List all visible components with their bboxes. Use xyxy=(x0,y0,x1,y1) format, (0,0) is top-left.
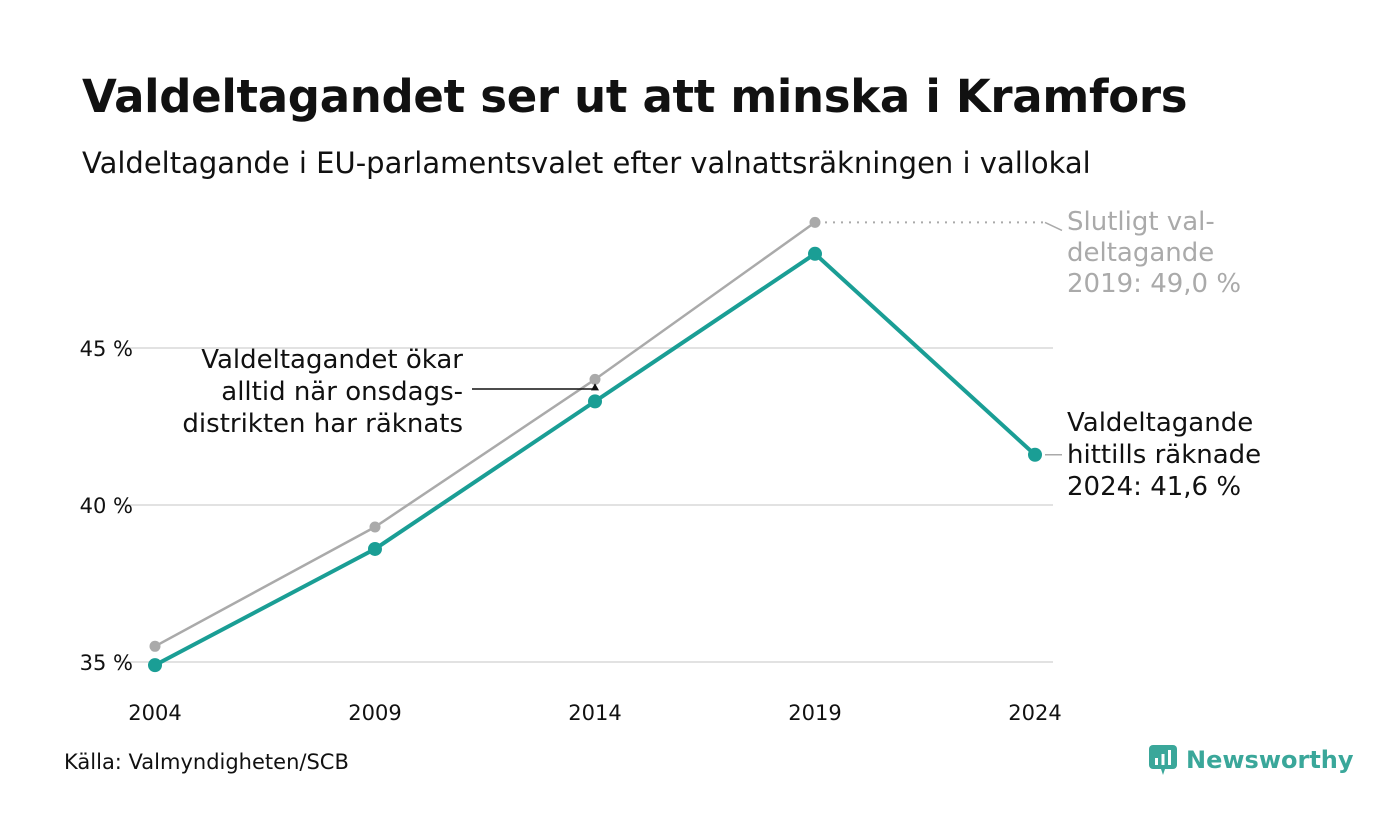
y-tick-label: 40 % xyxy=(80,494,133,518)
data-point-final xyxy=(809,216,821,228)
annotation-note: alltid när onsdags- xyxy=(221,377,463,407)
data-point-election_night xyxy=(808,246,822,261)
annotation-final: Slutligt val- xyxy=(1067,207,1215,237)
x-tick-label: 2019 xyxy=(788,701,841,725)
data-point-final xyxy=(589,373,601,385)
x-tick-label: 2014 xyxy=(568,701,621,725)
x-axis: 2004 2009 2014 2019 2024 xyxy=(128,701,1061,725)
chart-subtitle: Valdeltagande i EU-parlamentsvalet efter… xyxy=(82,146,1091,180)
annotation-current: 2024: 41,6 % xyxy=(1067,472,1241,502)
data-point-election_night xyxy=(1028,447,1042,462)
data-point-election_night xyxy=(588,394,602,409)
data-point-final xyxy=(369,521,381,533)
series-lines xyxy=(154,221,1037,667)
x-tick-label: 2024 xyxy=(1008,701,1061,725)
y-axis: 35 % 40 % 45 % xyxy=(80,337,133,675)
gridlines xyxy=(118,347,1053,663)
source-note: Källa: Valmyndigheten/SCB xyxy=(64,750,349,774)
annotation-connector-final xyxy=(1044,221,1063,232)
x-tick-label: 2009 xyxy=(348,701,401,725)
annotation-note: distrikten har räknats xyxy=(182,409,463,439)
annotation-final: 2019: 49,0 % xyxy=(1067,269,1241,299)
y-tick-label: 45 % xyxy=(80,337,133,361)
annotation-final: deltagande xyxy=(1067,238,1214,268)
series-line-election_night xyxy=(154,251,1037,667)
brand-logo: Newsworthy xyxy=(1148,744,1354,776)
chart-title: Valdeltagandet ser ut att minska i Kramf… xyxy=(82,70,1188,123)
data-point-final xyxy=(149,640,161,652)
chart-icon xyxy=(1149,745,1177,775)
x-tick-label: 2004 xyxy=(128,701,181,725)
y-tick-label: 35 % xyxy=(80,651,133,675)
annotation-current: hittills räknade xyxy=(1067,440,1261,470)
data-point-election_night xyxy=(368,541,382,556)
brand-name: Newsworthy xyxy=(1186,746,1354,774)
data-point-election_night xyxy=(148,658,162,673)
annotation-current: Valdeltagande xyxy=(1067,408,1253,438)
series-points xyxy=(148,216,1042,673)
series-line-final xyxy=(154,221,816,648)
annotation-note: Valdeltagandet ökar xyxy=(201,345,463,375)
annotation-arrowhead xyxy=(591,383,599,391)
annotation-arrow xyxy=(472,384,596,390)
